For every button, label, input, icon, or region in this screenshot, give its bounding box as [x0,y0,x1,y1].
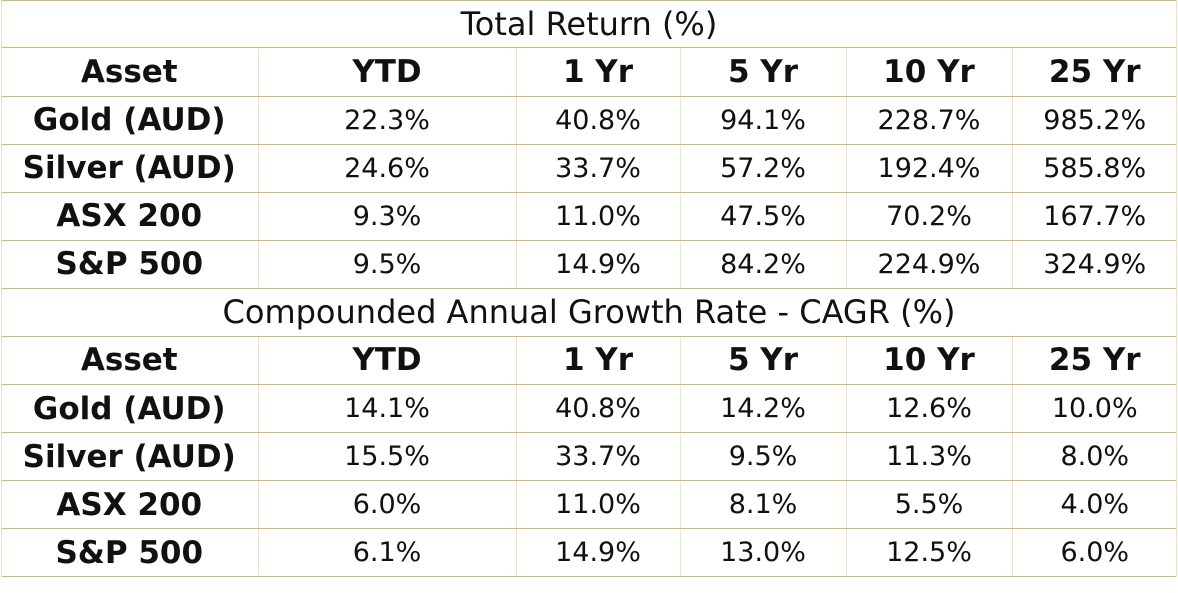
value-cell: 57.2% [680,144,847,193]
value-cell: 8.1% [680,480,847,529]
value-cell: 985.2% [1012,96,1177,145]
asset-name: ASX 200 [1,480,259,529]
value-cell: 14.9% [516,240,681,289]
value-cell: 228.7% [846,96,1013,145]
cagr-table: Asset YTD 1 Yr 5 Yr 10 Yr 25 Yr Gold (AU… [1,336,1177,577]
table-row: Gold (AUD) 22.3% 40.8% 94.1% 228.7% 985.… [1,96,1177,145]
value-cell: 324.9% [1012,240,1177,289]
sheet-right-border [1176,0,1177,577]
value-cell: 192.4% [846,144,1013,193]
table-row: S&P 500 9.5% 14.9% 84.2% 224.9% 324.9% [1,240,1177,289]
asset-name: Gold (AUD) [1,384,259,433]
column-header-asset: Asset [1,336,259,385]
cagr-title: Compounded Annual Growth Rate - CAGR (%) [1,289,1177,337]
column-header-ytd: YTD [258,48,517,97]
column-header-ytd: YTD [258,336,517,385]
total-return-table: Asset YTD 1 Yr 5 Yr 10 Yr 25 Yr Gold (AU… [1,48,1177,289]
column-header-25yr: 25 Yr [1012,336,1177,385]
total-return-header-row: Asset YTD 1 Yr 5 Yr 10 Yr 25 Yr [1,48,1177,97]
value-cell: 5.5% [846,480,1013,529]
value-cell: 40.8% [516,96,681,145]
column-header-25yr: 25 Yr [1012,48,1177,97]
column-header-5yr: 5 Yr [680,336,847,385]
value-cell: 94.1% [680,96,847,145]
table-row: ASX 200 6.0% 11.0% 8.1% 5.5% 4.0% [1,480,1177,529]
value-cell: 84.2% [680,240,847,289]
value-cell: 585.8% [1012,144,1177,193]
total-return-title: Total Return (%) [1,0,1177,48]
column-header-asset: Asset [1,48,259,97]
value-cell: 9.5% [258,240,517,289]
table-row: Silver (AUD) 15.5% 33.7% 9.5% 11.3% 8.0% [1,432,1177,481]
table-row: Gold (AUD) 14.1% 40.8% 14.2% 12.6% 10.0% [1,384,1177,433]
value-cell: 6.0% [1012,528,1177,577]
asset-name: Gold (AUD) [1,96,259,145]
value-cell: 11.0% [516,192,681,241]
table-row: S&P 500 6.1% 14.9% 13.0% 12.5% 6.0% [1,528,1177,577]
value-cell: 40.8% [516,384,681,433]
value-cell: 33.7% [516,144,681,193]
asset-name: Silver (AUD) [1,432,259,481]
column-header-10yr: 10 Yr [846,48,1013,97]
value-cell: 14.9% [516,528,681,577]
column-header-5yr: 5 Yr [680,48,847,97]
sheet-left-border [1,0,2,577]
value-cell: 70.2% [846,192,1013,241]
column-header-1yr: 1 Yr [516,336,681,385]
value-cell: 8.0% [1012,432,1177,481]
asset-name: ASX 200 [1,192,259,241]
value-cell: 9.3% [258,192,517,241]
value-cell: 12.5% [846,528,1013,577]
value-cell: 6.0% [258,480,517,529]
cagr-header-row: Asset YTD 1 Yr 5 Yr 10 Yr 25 Yr [1,336,1177,385]
value-cell: 47.5% [680,192,847,241]
value-cell: 9.5% [680,432,847,481]
value-cell: 24.6% [258,144,517,193]
value-cell: 11.0% [516,480,681,529]
value-cell: 224.9% [846,240,1013,289]
table-row: ASX 200 9.3% 11.0% 47.5% 70.2% 167.7% [1,192,1177,241]
value-cell: 33.7% [516,432,681,481]
column-header-1yr: 1 Yr [516,48,681,97]
asset-name: Silver (AUD) [1,144,259,193]
asset-name: S&P 500 [1,528,259,577]
value-cell: 22.3% [258,96,517,145]
value-cell: 167.7% [1012,192,1177,241]
value-cell: 4.0% [1012,480,1177,529]
asset-name: S&P 500 [1,240,259,289]
value-cell: 15.5% [258,432,517,481]
value-cell: 12.6% [846,384,1013,433]
returns-sheet: Total Return (%) Asset YTD 1 Yr 5 Yr 10 … [1,0,1177,577]
value-cell: 14.1% [258,384,517,433]
value-cell: 11.3% [846,432,1013,481]
table-row: Silver (AUD) 24.6% 33.7% 57.2% 192.4% 58… [1,144,1177,193]
value-cell: 6.1% [258,528,517,577]
value-cell: 10.0% [1012,384,1177,433]
column-header-10yr: 10 Yr [846,336,1013,385]
value-cell: 14.2% [680,384,847,433]
value-cell: 13.0% [680,528,847,577]
